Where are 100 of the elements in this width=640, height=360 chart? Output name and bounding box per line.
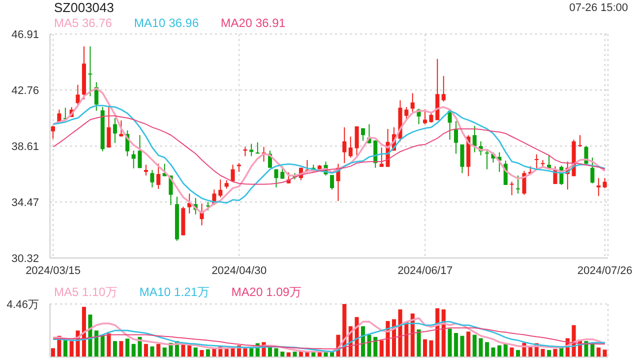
candlestick [380,147,384,168]
y-tick-label: 4.46万 [6,299,39,311]
candlestick [516,175,520,194]
bar [553,348,558,357]
text: 07-26 15:00 [569,2,628,14]
candlestick [354,126,359,156]
bar [132,344,136,357]
bar [292,352,297,357]
candlestick [404,106,408,120]
candlestick [348,136,353,158]
bar [63,340,68,357]
bar [82,306,86,357]
bar [429,340,434,357]
x-tick-label: 2024/07/26 [577,264,632,277]
bar [156,344,160,357]
candlestick [119,120,124,138]
bar [454,332,458,357]
bar [504,344,508,357]
bar [106,333,111,357]
candlestick [485,148,489,170]
candlestick [88,46,92,97]
bar [187,345,192,357]
bar [150,346,154,357]
bar [274,348,278,357]
x-tick-label: 2024/06/17 [398,264,453,277]
bar [510,347,514,357]
x-tick-label: 2024/04/30 [212,264,267,277]
bar [497,345,502,357]
candlestick [230,164,235,182]
bar [516,350,520,357]
candlestick [256,142,260,154]
bar [119,341,124,357]
text: MA20 36.91 [220,16,286,30]
candlestick [442,75,446,102]
candlestick [534,154,539,169]
bar [249,348,254,357]
bar [194,347,198,357]
candlestick [460,144,464,174]
candlestick [280,166,284,180]
bar [162,347,167,357]
candlestick [602,178,607,189]
y-tick-label: 46.91 [11,29,39,41]
bar [596,347,601,357]
candlestick [144,164,148,176]
bar [113,341,117,357]
bar [243,348,248,357]
bar [423,339,427,357]
bar [435,308,440,357]
bar [540,348,545,357]
candlestick [106,106,111,148]
bar [125,338,130,357]
bar [478,338,483,357]
candlestick [342,126,346,164]
candlestick [454,120,458,154]
candlestick [361,128,365,142]
candlestick [510,181,514,196]
bar [460,336,464,357]
bar [361,326,365,357]
bar [416,329,421,357]
candlestick [156,163,160,190]
bar [410,314,415,357]
x-tick-label: 2024/03/15 [26,264,81,277]
candlestick [113,117,117,144]
bar [380,340,384,357]
bar [280,352,284,357]
bar [485,342,489,357]
candlestick [423,108,427,125]
candlestick [274,168,278,188]
bar [70,341,74,357]
candlestick [132,150,136,169]
candlestick [330,174,334,190]
bar [100,334,105,357]
text: MA10 1.21万 [139,284,210,301]
bar [491,347,496,357]
bar [373,336,378,357]
text: MA5 36.76 [54,16,112,30]
candlestick [249,143,254,157]
candlestick [590,157,594,184]
bar [442,309,446,357]
text: MA5 1.10万 [54,284,118,301]
bar [472,334,477,357]
bar [144,344,148,357]
bar [200,350,204,357]
y-tick-label: 38.61 [11,141,39,154]
text: MA20 1.09万 [231,284,302,301]
candlestick [138,134,142,169]
bar [398,309,402,357]
y-tick-label: 42.76 [11,85,39,98]
bar [547,350,551,357]
candlestick [522,170,526,196]
candlestick [578,134,582,148]
candlestick [51,125,55,140]
bar [466,332,470,357]
candlestick [596,178,601,197]
y-tick-label: 30.32 [11,253,39,265]
candlestick [218,179,222,198]
candlestick [150,169,154,188]
candlestick [410,92,415,112]
text: MA10 36.96 [134,16,199,30]
bar [230,348,235,357]
